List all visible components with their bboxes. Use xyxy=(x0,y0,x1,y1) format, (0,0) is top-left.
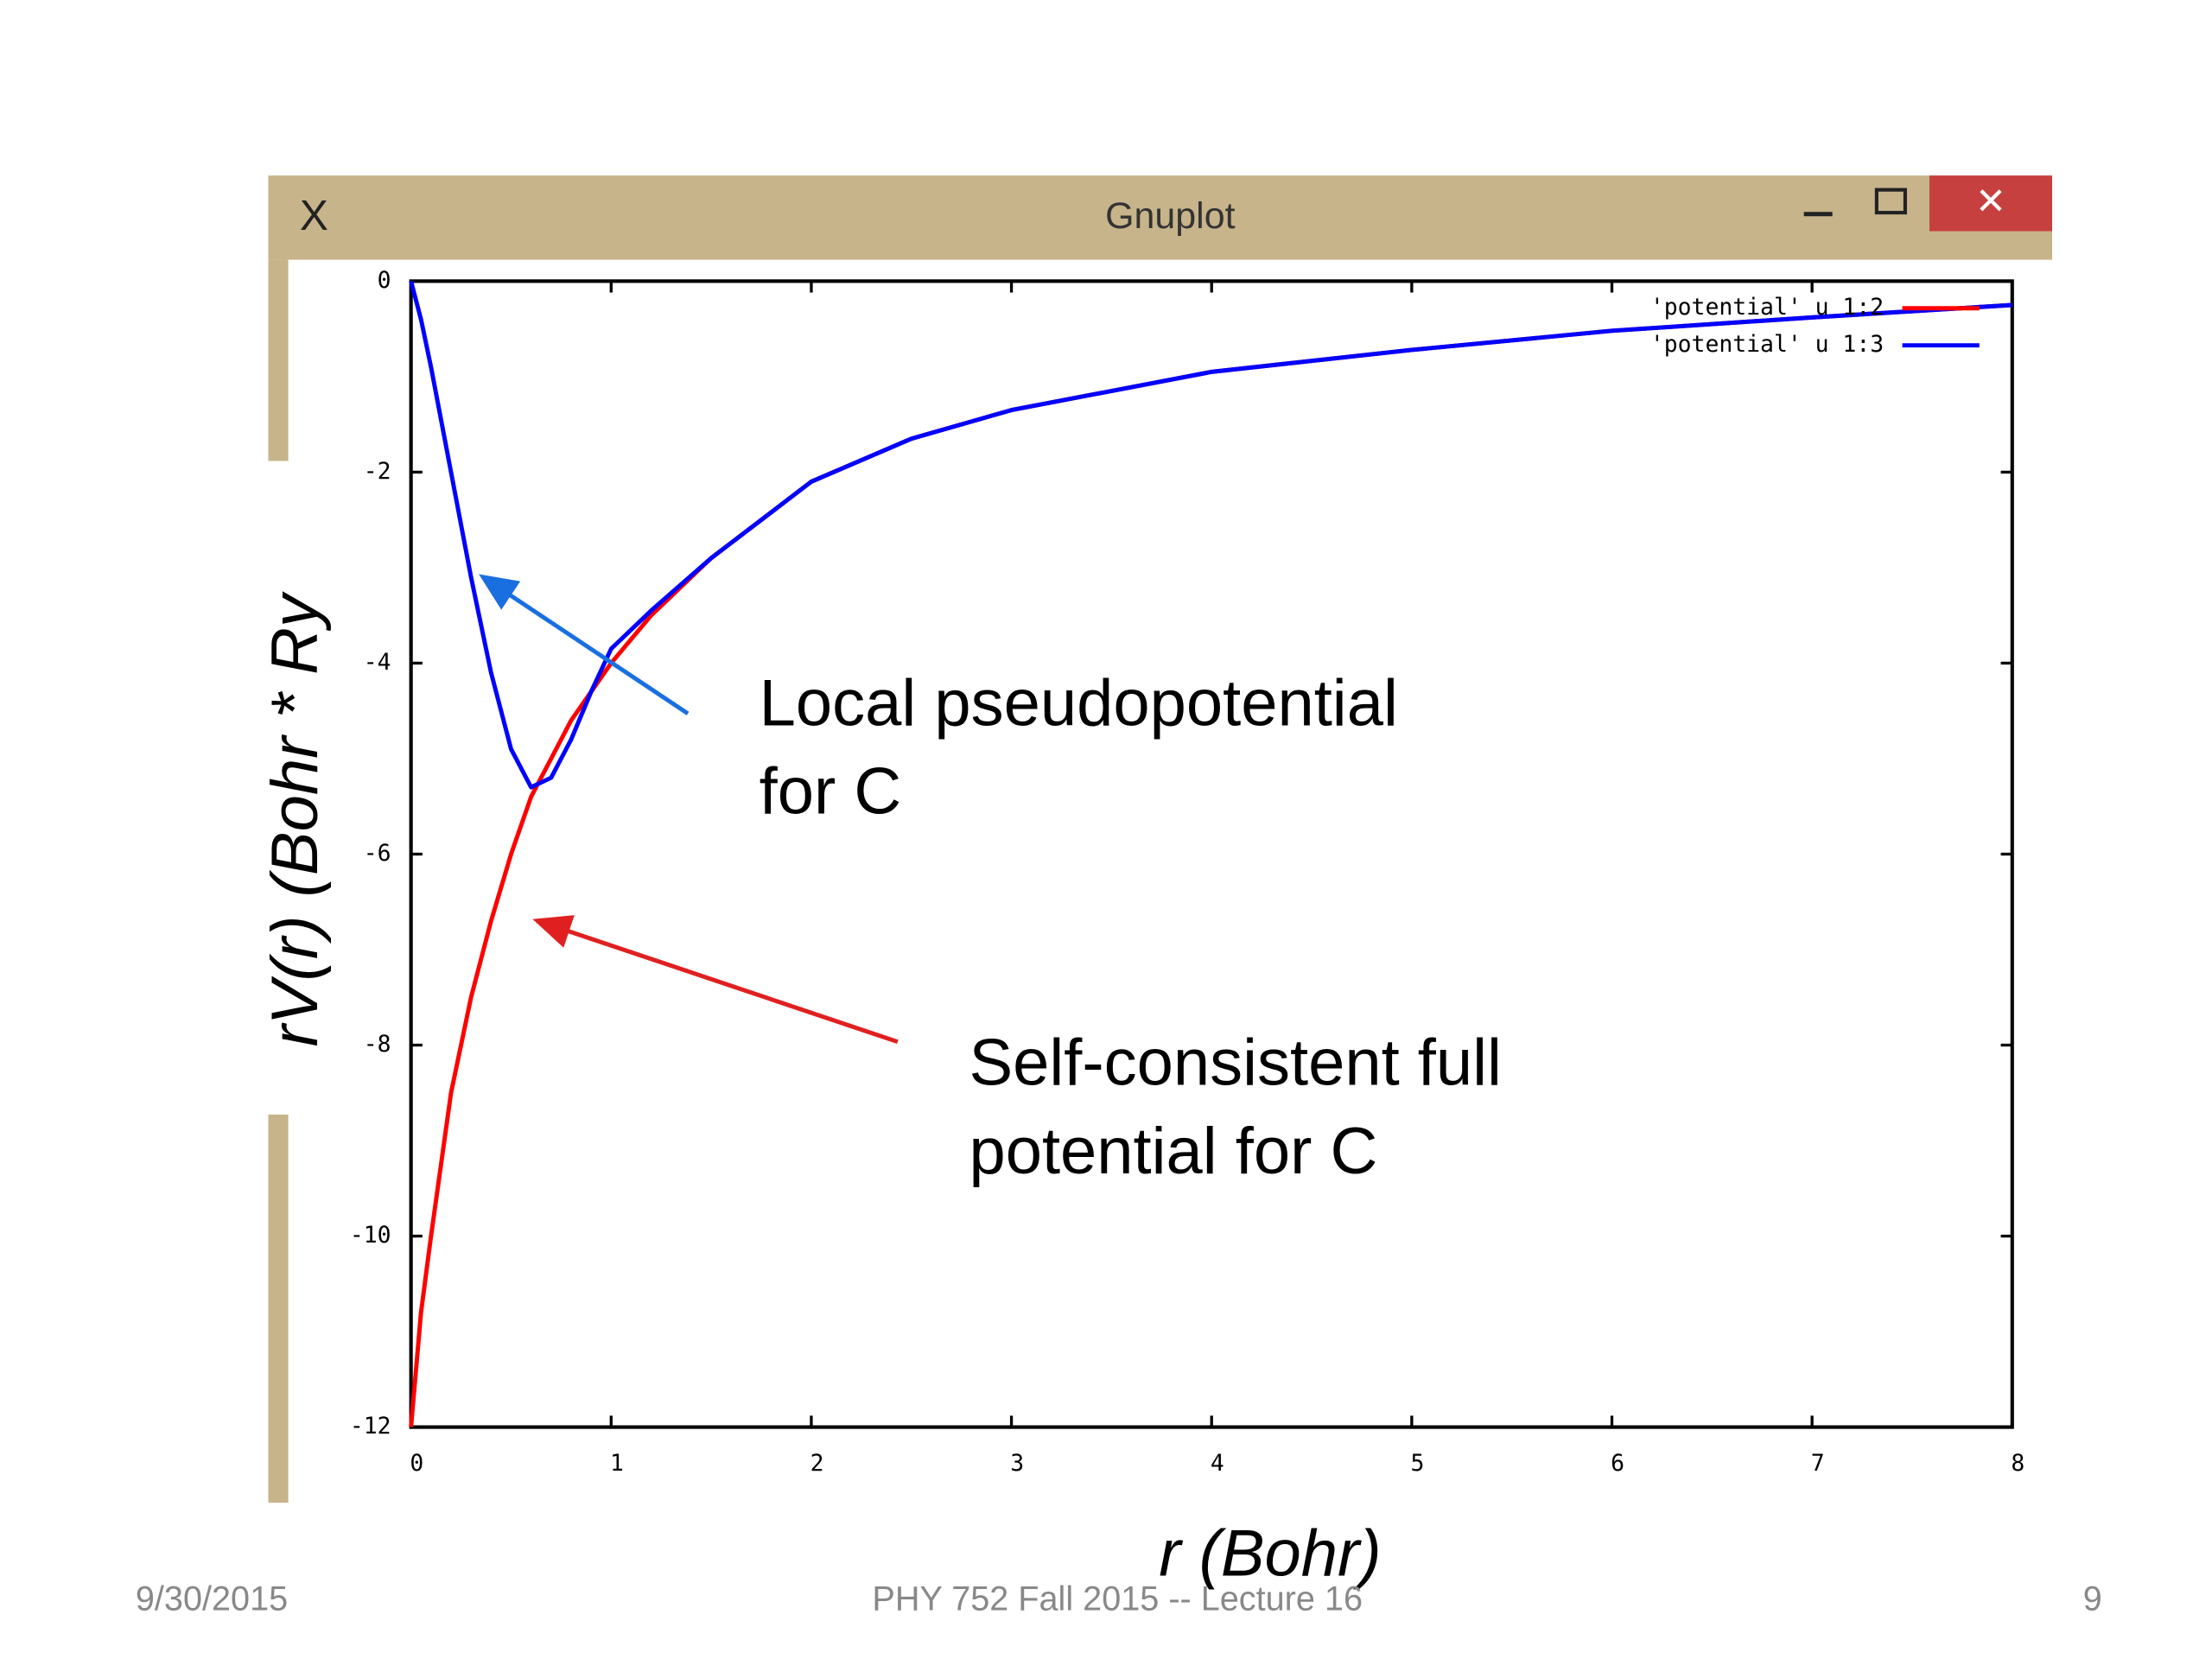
x-tick-label: 6 xyxy=(1611,1450,1624,1477)
x-tick-label: 2 xyxy=(810,1450,824,1477)
y-tick-label: -4 xyxy=(364,649,391,676)
window-titlebar xyxy=(268,175,2053,260)
y-tick-label: -8 xyxy=(364,1031,391,1058)
close-icon: ✕ xyxy=(1975,181,2006,223)
annotation: potential for C xyxy=(969,1115,1377,1188)
y-tick-label: -12 xyxy=(350,1413,391,1440)
x-axis-label: r (Bohr) xyxy=(1159,1517,1381,1591)
close-button[interactable] xyxy=(1929,175,2053,232)
plot-frame xyxy=(409,279,2014,1429)
x-tick-label: 8 xyxy=(2011,1450,2024,1477)
maximize-button[interactable] xyxy=(1874,188,1907,215)
y-tick-label: -6 xyxy=(364,840,391,867)
annotation-arrow xyxy=(479,574,690,715)
window-title: Gnuplot xyxy=(1105,195,1235,237)
y-axis-label: rV(r) (Bohr * Ry xyxy=(258,591,332,1046)
x-tick-label: 5 xyxy=(1411,1450,1425,1477)
footer-date: 9/30/2015 xyxy=(136,1580,288,1618)
footer-page: 9 xyxy=(2083,1580,2102,1618)
x-tick-label: 1 xyxy=(610,1450,624,1477)
legend-label: 'potential' u 1:3 xyxy=(1650,331,1884,358)
annotation: Self-consistent full xyxy=(969,1026,1501,1099)
legend-label: 'potential' u 1:2 xyxy=(1650,294,1884,321)
annotation-arrow xyxy=(532,915,899,1045)
footer-course: PHY 752 Fall 2015 -- Lecture 16 xyxy=(872,1580,1363,1618)
annotation: Local pseudopotential xyxy=(760,666,1398,740)
data-line xyxy=(409,280,2012,790)
y-tick-label: -10 xyxy=(350,1222,391,1249)
app-icon: X xyxy=(300,192,328,239)
plot: 0 1 2 3 4 5 6 7 8 0 -2 -4 -6 -8 -10 -12 'potential' u 1:… xyxy=(350,267,2024,1477)
y-tick-label: 0 xyxy=(378,267,391,294)
annotation: for C xyxy=(760,755,902,829)
x-tick-label: 3 xyxy=(1010,1450,1024,1477)
y-tick-label: -2 xyxy=(364,458,391,485)
window-border xyxy=(268,1114,289,1503)
x-tick-label: 0 xyxy=(410,1450,423,1477)
window-border xyxy=(268,259,289,461)
x-tick-label: 7 xyxy=(1811,1450,1825,1477)
x-tick-label: 4 xyxy=(1211,1450,1224,1477)
